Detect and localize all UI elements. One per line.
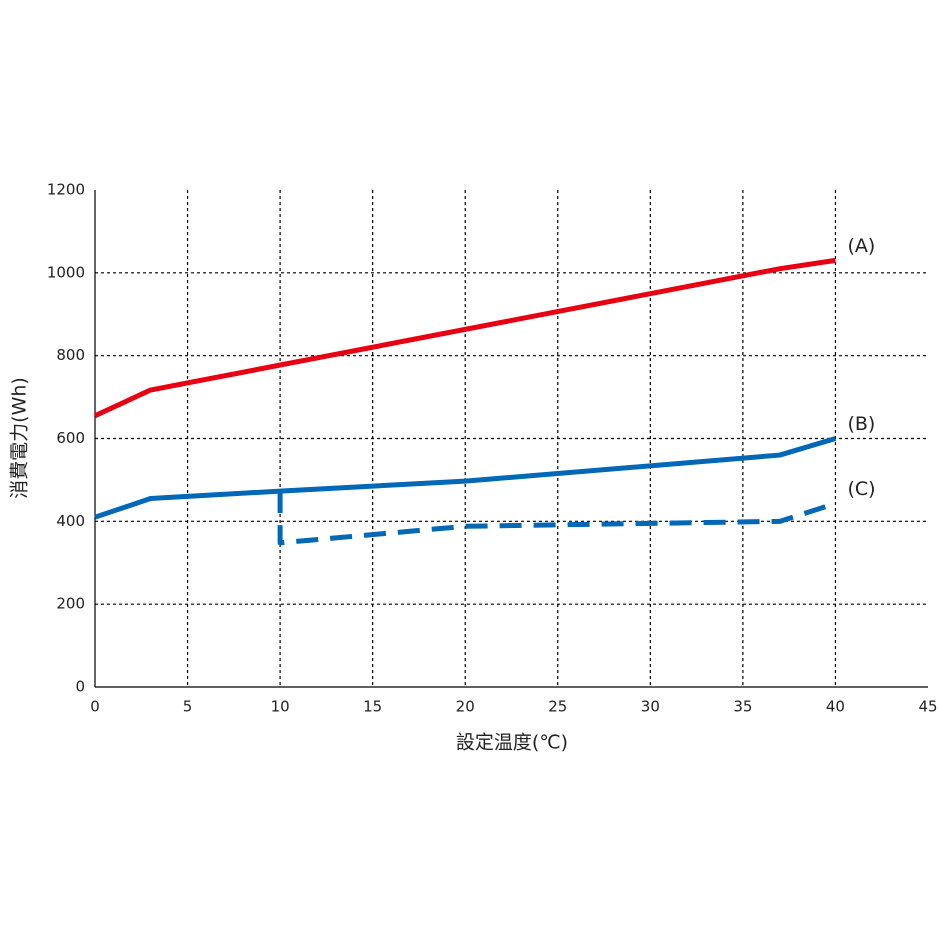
y-tick-label: 1200 bbox=[47, 181, 85, 199]
series-label: (B) bbox=[847, 413, 875, 435]
y-tick-label: 600 bbox=[56, 429, 85, 447]
y-tick-label: 800 bbox=[56, 346, 85, 364]
y-tick-label: 0 bbox=[75, 678, 85, 696]
y-tick-label: 200 bbox=[56, 595, 85, 613]
series-label: (C) bbox=[847, 478, 875, 500]
x-tick-label: 20 bbox=[456, 698, 475, 716]
y-tick-label: 1000 bbox=[47, 263, 85, 281]
series-label: (A) bbox=[847, 235, 875, 257]
x-tick-label: 30 bbox=[641, 698, 660, 716]
x-tick-label: 0 bbox=[90, 698, 100, 716]
y-tick-label: 400 bbox=[56, 512, 85, 530]
y-axis-title: 消費電力(Wh) bbox=[9, 377, 31, 499]
line-series bbox=[277, 491, 837, 546]
x-tick-label: 40 bbox=[826, 698, 845, 716]
line-series bbox=[94, 436, 837, 520]
line-series bbox=[93, 257, 836, 418]
x-tick-label: 15 bbox=[363, 698, 382, 716]
x-tick-label: 45 bbox=[918, 698, 937, 716]
x-tick-label: 25 bbox=[548, 698, 567, 716]
x-axis-title: 設定温度(℃) bbox=[456, 732, 568, 754]
x-tick-label: 10 bbox=[271, 698, 290, 716]
x-tick-label: 35 bbox=[733, 698, 752, 716]
x-tick-label: 5 bbox=[183, 698, 193, 716]
